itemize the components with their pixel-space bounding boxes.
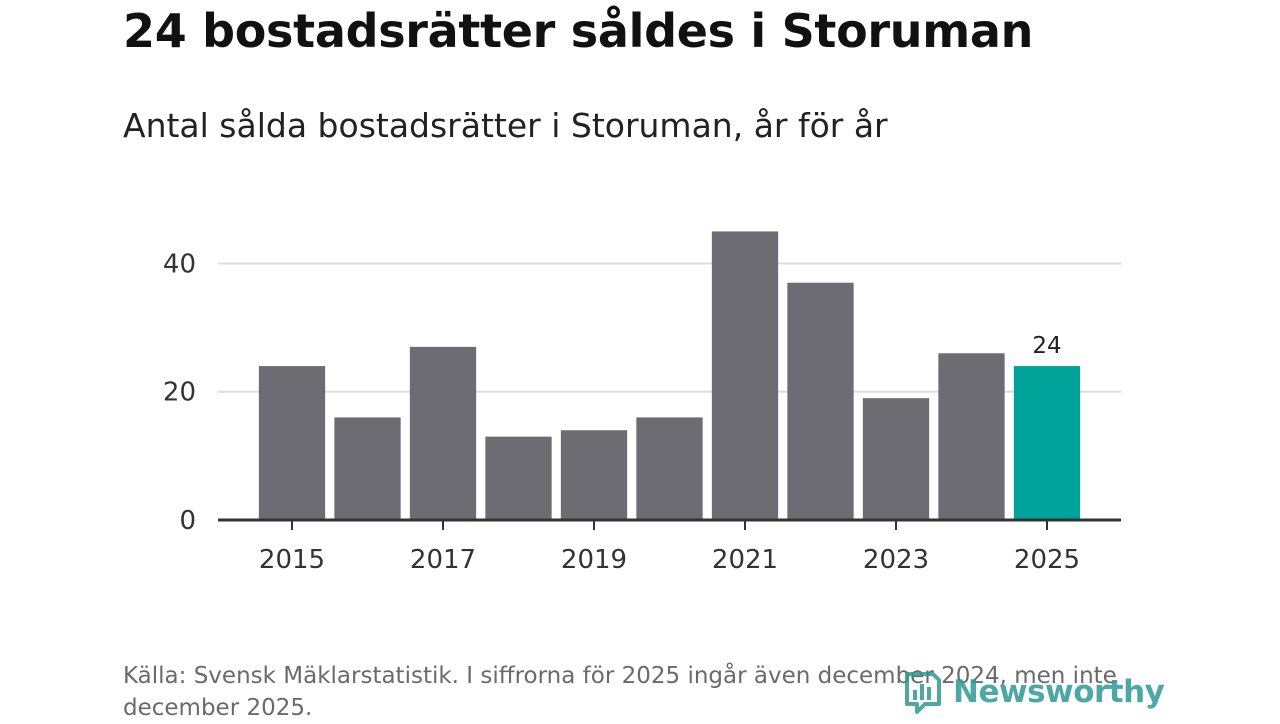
x-tick-label-2023: 2023 bbox=[863, 545, 929, 575]
labels: 24 bbox=[1032, 333, 1061, 359]
chart-title: 24 bostadsrätter såldes i Storuman bbox=[123, 4, 1034, 58]
bar-2020 bbox=[636, 417, 703, 520]
y-tick-label-20: 20 bbox=[163, 378, 196, 408]
bar-chart: 0 20 40 2015 2017 2019 2021 2023 2025 24 bbox=[163, 231, 1121, 575]
data-label-2025: 24 bbox=[1032, 333, 1061, 359]
bar-2017 bbox=[409, 346, 477, 520]
x-axis: 0 20 40 2015 2017 2019 2021 2023 2025 bbox=[163, 249, 1121, 575]
bar-2025 bbox=[1013, 366, 1081, 520]
bar-2018 bbox=[485, 436, 552, 520]
x-tick-label-2015: 2015 bbox=[259, 545, 325, 575]
newsworthy-logo-icon bbox=[905, 672, 941, 714]
bars bbox=[258, 231, 1081, 521]
x-tick-label-2019: 2019 bbox=[561, 545, 627, 575]
y-tick-label-40: 40 bbox=[163, 249, 196, 279]
bar-2022 bbox=[787, 282, 854, 520]
bar-2019 bbox=[560, 430, 628, 520]
x-tick-label-2021: 2021 bbox=[712, 545, 778, 575]
bar-2023 bbox=[862, 398, 930, 520]
brand-logo: Newsworthy bbox=[903, 670, 1165, 714]
source-note: Källa: Svensk Mäklarstatistik. I siffror… bbox=[123, 663, 1117, 721]
bar-2021 bbox=[711, 231, 779, 521]
x-tick-label-2017: 2017 bbox=[410, 545, 476, 575]
chart-subtitle: Antal sålda bostadsrätter i Storuman, år… bbox=[123, 106, 888, 145]
bar-2024 bbox=[938, 353, 1005, 520]
x-tick-label-2025: 2025 bbox=[1014, 545, 1080, 575]
bar-2015 bbox=[258, 366, 326, 520]
y-tick-label-0: 0 bbox=[179, 506, 196, 536]
brand-name: Newsworthy bbox=[953, 674, 1165, 710]
bar-2016 bbox=[334, 417, 401, 520]
